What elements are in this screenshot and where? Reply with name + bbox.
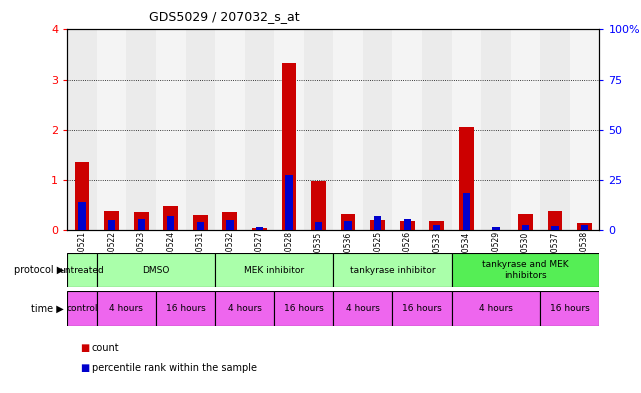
Bar: [226, 220, 233, 230]
Bar: [256, 227, 263, 230]
Bar: [97, 29, 126, 230]
Bar: [67, 291, 97, 326]
Text: ■: ■: [80, 363, 89, 373]
Bar: [333, 253, 451, 287]
Bar: [281, 63, 296, 230]
Text: 4 hours: 4 hours: [228, 304, 262, 313]
Text: 4 hours: 4 hours: [110, 304, 144, 313]
Bar: [463, 193, 470, 230]
Bar: [163, 206, 178, 230]
Bar: [451, 291, 540, 326]
Bar: [274, 29, 304, 230]
Text: 16 hours: 16 hours: [284, 304, 324, 313]
Bar: [547, 211, 562, 230]
Text: 16 hours: 16 hours: [165, 304, 205, 313]
Bar: [581, 226, 588, 230]
Text: 4 hours: 4 hours: [346, 304, 380, 313]
Bar: [344, 221, 352, 230]
Bar: [404, 219, 411, 230]
Bar: [363, 29, 392, 230]
Bar: [97, 253, 215, 287]
Bar: [392, 291, 451, 326]
Bar: [197, 222, 204, 230]
Bar: [215, 291, 274, 326]
Text: DMSO: DMSO: [142, 266, 170, 275]
Bar: [429, 221, 444, 230]
Bar: [97, 291, 156, 326]
Bar: [104, 211, 119, 230]
Bar: [75, 162, 90, 230]
Bar: [451, 29, 481, 230]
Bar: [333, 29, 363, 230]
Bar: [67, 253, 97, 287]
Text: control: control: [66, 304, 98, 313]
Text: tankyrase inhibitor: tankyrase inhibitor: [350, 266, 435, 275]
Bar: [215, 253, 333, 287]
Text: count: count: [92, 343, 119, 353]
Text: 4 hours: 4 hours: [479, 304, 513, 313]
Bar: [252, 228, 267, 230]
Bar: [522, 225, 529, 230]
Bar: [492, 228, 499, 230]
Bar: [222, 212, 237, 230]
Bar: [108, 220, 115, 230]
Bar: [245, 29, 274, 230]
Bar: [167, 217, 174, 230]
Bar: [481, 29, 511, 230]
Bar: [304, 29, 333, 230]
Bar: [459, 127, 474, 230]
Bar: [285, 175, 293, 230]
Text: 16 hours: 16 hours: [402, 304, 442, 313]
Text: ■: ■: [80, 343, 89, 353]
Bar: [451, 253, 599, 287]
Bar: [518, 214, 533, 230]
Bar: [274, 291, 333, 326]
Bar: [67, 29, 97, 230]
Bar: [78, 202, 86, 230]
Bar: [433, 225, 440, 230]
Text: time ▶: time ▶: [31, 303, 64, 314]
Bar: [333, 291, 392, 326]
Bar: [341, 214, 356, 230]
Bar: [138, 219, 145, 230]
Bar: [570, 29, 599, 230]
Bar: [156, 291, 215, 326]
Bar: [126, 29, 156, 230]
Text: GDS5029 / 207032_s_at: GDS5029 / 207032_s_at: [149, 10, 299, 23]
Bar: [156, 29, 185, 230]
Text: tankyrase and MEK
inhibitors: tankyrase and MEK inhibitors: [482, 261, 569, 280]
Text: untreated: untreated: [60, 266, 104, 275]
Bar: [422, 29, 451, 230]
Bar: [392, 29, 422, 230]
Bar: [315, 222, 322, 230]
Bar: [551, 226, 559, 230]
Bar: [185, 29, 215, 230]
Bar: [193, 215, 208, 230]
Bar: [511, 29, 540, 230]
Bar: [540, 29, 570, 230]
Bar: [400, 221, 415, 230]
Bar: [215, 29, 245, 230]
Text: protocol ▶: protocol ▶: [14, 265, 64, 275]
Bar: [374, 217, 381, 230]
Bar: [370, 220, 385, 230]
Text: 16 hours: 16 hours: [550, 304, 590, 313]
Bar: [540, 291, 599, 326]
Bar: [311, 181, 326, 230]
Bar: [577, 223, 592, 230]
Text: percentile rank within the sample: percentile rank within the sample: [92, 363, 256, 373]
Bar: [134, 212, 149, 230]
Text: MEK inhibitor: MEK inhibitor: [244, 266, 304, 275]
